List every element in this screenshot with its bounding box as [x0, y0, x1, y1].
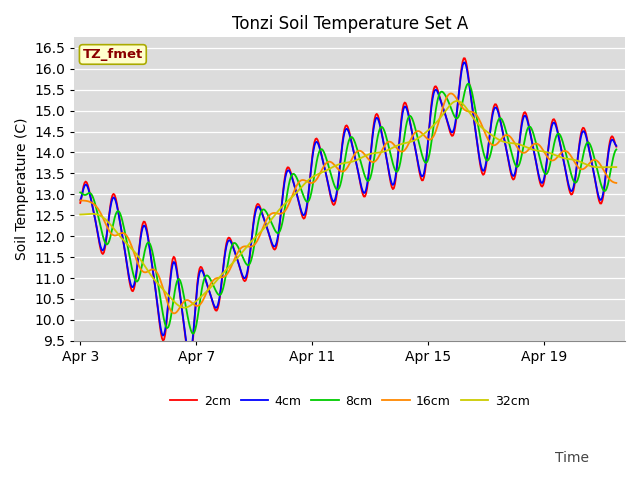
8cm: [602, 188, 609, 193]
Text: Time: Time: [555, 451, 589, 465]
2cm: [397, 125, 404, 131]
4cm: [332, 193, 340, 199]
16cm: [335, 167, 343, 173]
Legend: 2cm, 4cm, 8cm, 16cm, 32cm: 2cm, 4cm, 8cm, 16cm, 32cm: [165, 390, 534, 412]
2cm: [186, 358, 194, 364]
Title: Tonzi Soil Temperature Set A: Tonzi Soil Temperature Set A: [232, 15, 468, 33]
8cm: [189, 331, 197, 336]
8cm: [367, 171, 375, 177]
16cm: [332, 164, 340, 169]
16cm: [518, 149, 525, 155]
4cm: [612, 143, 620, 149]
4cm: [76, 197, 84, 203]
2cm: [335, 171, 343, 177]
Line: 32cm: 32cm: [80, 101, 616, 308]
32cm: [397, 142, 404, 147]
4cm: [186, 352, 194, 358]
16cm: [447, 91, 454, 96]
4cm: [335, 170, 343, 176]
8cm: [464, 81, 472, 86]
Line: 16cm: 16cm: [80, 94, 616, 313]
4cm: [518, 122, 525, 128]
8cm: [332, 186, 340, 192]
4cm: [367, 144, 375, 150]
32cm: [454, 98, 461, 104]
2cm: [518, 119, 525, 125]
4cm: [461, 60, 468, 65]
8cm: [76, 190, 84, 195]
2cm: [612, 144, 620, 150]
32cm: [332, 163, 340, 168]
4cm: [397, 128, 404, 133]
2cm: [332, 197, 340, 203]
8cm: [518, 152, 525, 158]
Line: 2cm: 2cm: [80, 58, 616, 361]
16cm: [612, 180, 620, 186]
2cm: [76, 200, 84, 206]
16cm: [397, 148, 404, 154]
32cm: [602, 164, 609, 170]
Text: TZ_fmet: TZ_fmet: [83, 48, 143, 61]
32cm: [612, 164, 620, 170]
2cm: [602, 174, 609, 180]
8cm: [612, 146, 620, 152]
8cm: [335, 185, 343, 191]
16cm: [76, 198, 84, 204]
Line: 8cm: 8cm: [80, 84, 616, 334]
32cm: [180, 305, 188, 311]
16cm: [367, 159, 375, 165]
32cm: [76, 212, 84, 217]
32cm: [335, 161, 343, 167]
16cm: [602, 171, 609, 177]
32cm: [518, 143, 525, 148]
4cm: [602, 173, 609, 179]
Y-axis label: Soil Temperature (C): Soil Temperature (C): [15, 118, 29, 260]
2cm: [460, 55, 468, 61]
Line: 4cm: 4cm: [80, 62, 616, 355]
2cm: [367, 144, 375, 149]
8cm: [397, 159, 404, 165]
32cm: [367, 151, 375, 156]
16cm: [170, 311, 177, 316]
